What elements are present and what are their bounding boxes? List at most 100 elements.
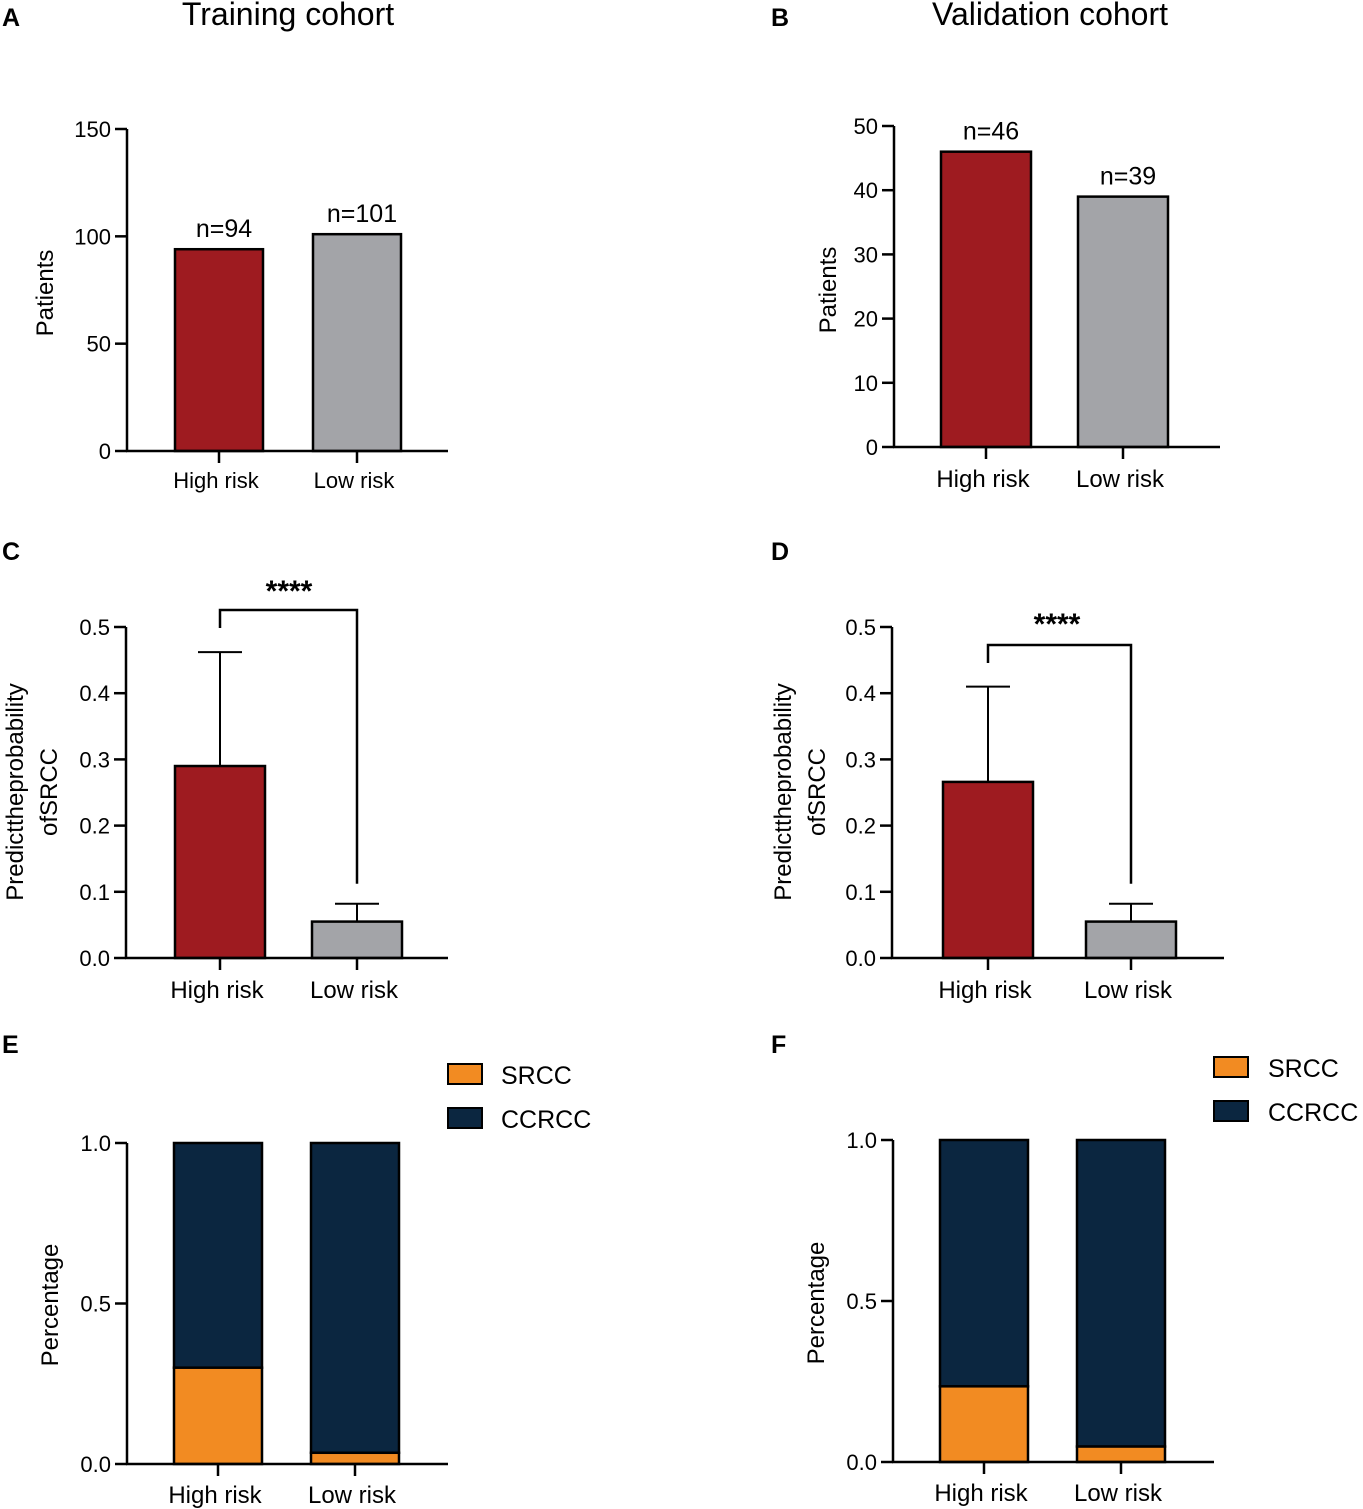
panel-d-ytick-label: 0.0	[845, 946, 876, 971]
panel-f-ytick-label: 1.0	[846, 1128, 877, 1153]
panel-f-bar-srcc-low-risk	[1075, 1445, 1167, 1464]
panel-c-ylabel-line2: ofSRCC	[36, 748, 63, 836]
panel-e-xtick-label-high-risk: High risk	[168, 1482, 262, 1509]
panel-e-ytick-label: 1.0	[80, 1131, 111, 1156]
panel-c-ytick-label: 0.2	[79, 814, 110, 839]
panel-letter-a: A	[2, 4, 20, 32]
panel-d-ylabel-line2: ofSRCC	[804, 748, 831, 836]
panel-d-ytick-label: 0.5	[845, 615, 876, 640]
panel-d: D High risk Low risk 0.0 0.1 0.2 0.3 0.4 0.5 Pre…	[770, 538, 1224, 1004]
panel-letter-b: B	[771, 4, 789, 32]
panel-a-bar-high-risk	[173, 247, 265, 453]
panel-e-bar-srcc-high-risk	[172, 1366, 264, 1466]
panel-b-xtick-label-low-risk: Low risk	[1076, 466, 1165, 493]
panel-c-ylabel-line1: Predicttheprobability	[2, 683, 29, 900]
panel-e-bar-srcc-low-risk	[309, 1451, 401, 1466]
panel-a-ytick-label: 50	[87, 332, 111, 357]
panel-b-label-low-risk: n=39	[1100, 163, 1156, 191]
panel-b-bar-high-risk	[939, 150, 1033, 449]
panel-b-ytick-label: 0	[866, 435, 878, 460]
panel-f-legend-label-ccrcc: CCRCC	[1268, 1099, 1358, 1127]
panel-e-bar-ccrcc-low-risk	[309, 1141, 401, 1455]
panel-b-ytick-label: 50	[854, 114, 878, 139]
title-training-cohort: Training cohort	[182, 0, 394, 32]
panel-b-ytick-label: 40	[854, 178, 878, 203]
panel-c-ytick-label: 0.5	[79, 615, 110, 640]
panel-a-label-low-risk: n=101	[327, 200, 397, 228]
panel-d-significance-stars: ****	[1034, 608, 1081, 641]
panel-c-significance-bracket	[218, 608, 359, 884]
panel-b-plot: n=46 High risk n=39 Low risk 0 10 20 30 40 50 Pati…	[815, 114, 1220, 493]
panel-f-legend-swatch-srcc	[1213, 1056, 1249, 1078]
panel-letter-d: D	[771, 538, 789, 566]
panel-e-plot: High risk Low risk 0.0 0.5 1.0 Percentage SRCC…	[37, 1062, 591, 1509]
panel-e-legend-label-srcc: SRCC	[501, 1062, 572, 1090]
panel-c-xtick-label-high-risk: High risk	[170, 977, 264, 1004]
panel-c-ytick-label: 0.3	[79, 747, 110, 772]
panel-b-bar-low-risk	[1076, 195, 1170, 449]
panel-letter-f: F	[771, 1031, 786, 1059]
panel-letter-e: E	[2, 1031, 19, 1059]
panel-d-bar-low-risk	[1084, 920, 1178, 960]
panel-f-plot: High risk Low risk 0.0 0.5 1.0 Percentage SRCC…	[803, 1055, 1358, 1507]
panel-d-bar-high-risk	[941, 780, 1035, 960]
panel-d-ytick-label: 0.4	[845, 681, 876, 706]
panel-b-ytick-label: 20	[854, 307, 878, 332]
panel-d-ylabel-line1: Predicttheprobability	[770, 683, 797, 900]
panel-f-legend-swatch-ccrcc	[1213, 1100, 1249, 1122]
panel-f-xtick-label-low-risk: Low risk	[1074, 1480, 1163, 1507]
panel-d-ytick-label: 0.3	[845, 747, 876, 772]
panel-e-ytick-label: 0.5	[80, 1292, 111, 1317]
panel-f-ytick-label: 0.0	[846, 1450, 877, 1475]
panel-c-plot: High risk Low risk 0.0 0.1 0.2 0.3 0.4 0.5 Predi…	[2, 575, 448, 1004]
panel-b-ylabel: Patients	[815, 247, 842, 334]
panel-c-ytick-label: 0.0	[79, 946, 110, 971]
panel-f-legend-label-srcc: SRCC	[1268, 1055, 1339, 1083]
panel-c: C High risk Low risk 0.0 0.1 0.2 0.3 0.4 0.5 Pre…	[2, 538, 448, 1004]
panel-e-legend-swatch-ccrcc	[447, 1107, 483, 1129]
panel-f-bar-ccrcc-low-risk	[1075, 1138, 1167, 1448]
panel-c-ytick-label: 0.4	[79, 681, 110, 706]
panel-c-significance-stars: ****	[266, 575, 313, 608]
panel-e-legend-label-ccrcc: CCRCC	[501, 1106, 591, 1134]
panel-d-ytick-label: 0.1	[845, 880, 876, 905]
panel-a-xtick-label-high-risk: High risk	[173, 468, 260, 493]
panel-e-bar-ccrcc-high-risk	[172, 1141, 264, 1369]
panel-e-legend-swatch-srcc	[447, 1063, 483, 1085]
panel-f-ylabel: Percentage	[803, 1242, 830, 1365]
panel-d-xtick-label-low-risk: Low risk	[1084, 977, 1173, 1004]
panel-a-ytick-label: 100	[74, 224, 111, 249]
panel-f: F High risk Low risk 0.0 0.5 1.0 Percentage SR…	[771, 1031, 1358, 1507]
title-validation-cohort: Validation cohort	[932, 0, 1168, 32]
panel-c-xtick-label-low-risk: Low risk	[310, 977, 399, 1004]
panel-f-bar-srcc-high-risk	[938, 1385, 1030, 1464]
panel-a-xtick-label-low-risk: Low risk	[314, 468, 396, 493]
panel-d-xtick-label-high-risk: High risk	[938, 977, 1032, 1004]
panel-f-xtick-label-high-risk: High risk	[934, 1480, 1028, 1507]
panel-b-ytick-label: 10	[854, 371, 878, 396]
panel-b-ytick-label: 30	[854, 242, 878, 267]
panel-b-label-high-risk: n=46	[963, 118, 1019, 146]
panel-f-ytick-label: 0.5	[846, 1289, 877, 1314]
panel-a-plot: n=94 High risk n=101 Low risk 0 50 100 150 Patie…	[32, 117, 448, 493]
panel-a-bar-low-risk	[311, 232, 403, 453]
panel-e: E High risk Low risk 0.0 0.5 1.0 Percentage SR…	[2, 1031, 591, 1509]
panel-f-bar-ccrcc-high-risk	[938, 1138, 1030, 1388]
panel-d-significance-bracket	[986, 643, 1133, 884]
panel-a-ytick-label: 150	[74, 117, 111, 142]
panel-e-xtick-label-low-risk: Low risk	[308, 1482, 397, 1509]
panel-b: B n=46 High risk n=39 Low risk 0 10 20 30 40 50 Pa…	[771, 4, 1220, 493]
panel-c-bar-high-risk	[173, 764, 267, 960]
panel-e-ytick-label: 0.0	[80, 1452, 111, 1477]
panel-a-label-high-risk: n=94	[196, 215, 252, 243]
panel-c-ytick-label: 0.1	[79, 880, 110, 905]
panel-c-bar-low-risk	[310, 920, 404, 960]
panel-a-ylabel: Patients	[32, 250, 59, 337]
panel-b-xtick-label-high-risk: High risk	[936, 466, 1030, 493]
panel-letter-c: C	[2, 538, 20, 566]
panel-a-ytick-label: 0	[99, 439, 111, 464]
panel-a: A n=94 High risk n=101 Low risk 0 50 100 150 Pat…	[2, 4, 448, 493]
panel-e-ylabel: Percentage	[37, 1244, 64, 1367]
panel-d-ytick-label: 0.2	[845, 814, 876, 839]
